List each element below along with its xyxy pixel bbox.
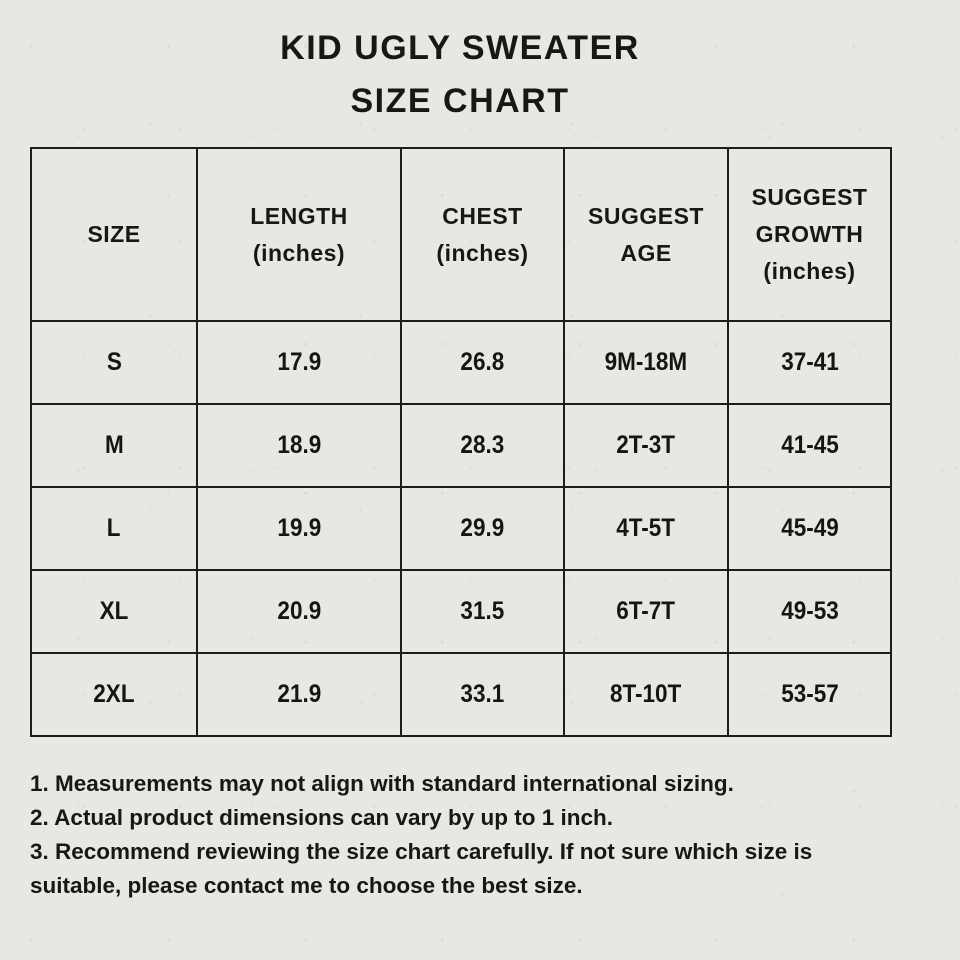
column-header-chest: CHEST (inches): [400, 147, 565, 322]
header-label: SUGGEST: [751, 184, 868, 210]
cell-size: L: [30, 486, 198, 571]
footnote-2: 2. Actual product dimensions can vary by…: [30, 805, 614, 830]
column-header-suggest-age: SUGGEST AGE: [563, 147, 729, 322]
cell-suggest-age: 6T-7T: [563, 569, 729, 654]
header-label: SUGGEST: [588, 202, 704, 229]
cell-suggest-growth: 45-49: [727, 486, 892, 571]
header-label: LENGTH: [250, 202, 348, 229]
header-label: AGE: [620, 239, 672, 266]
table-row-l: L 19.9 29.9 4T-5T 45-49: [30, 486, 892, 571]
cell-length: 21.9: [196, 652, 402, 737]
cell-suggest-growth: 53-57: [727, 652, 892, 737]
title-line-1: KID UGLY SWEATER: [280, 29, 640, 67]
cell-suggest-age: 9M-18M: [563, 320, 729, 405]
cell-size: XL: [30, 569, 198, 654]
cell-suggest-growth: 37-41: [727, 320, 892, 405]
cell-length: 20.9: [196, 569, 402, 654]
cell-suggest-growth: 49-53: [727, 569, 892, 654]
column-header-length: LENGTH (inches): [196, 147, 402, 322]
table-row-s: S 17.9 26.8 9M-18M 37-41: [30, 320, 892, 405]
table-row-2xl: 2XL 21.9 33.1 8T-10T 53-57: [30, 652, 892, 737]
cell-suggest-age: 4T-5T: [563, 486, 729, 571]
cell-length: 18.9: [196, 403, 402, 488]
column-header-suggest-growth: SUGGEST GROWTH (inches): [727, 147, 892, 322]
header-unit: (inches): [763, 258, 856, 284]
cell-chest: 33.1: [400, 652, 565, 737]
cell-length: 19.9: [196, 486, 402, 571]
table-row-xl: XL 20.9 31.5 6T-7T 49-53: [30, 569, 892, 654]
cell-suggest-growth: 41-45: [727, 403, 892, 488]
footnote-1: 1. Measurements may not align with stand…: [30, 771, 734, 796]
column-header-size: SIZE: [30, 147, 198, 322]
cell-chest: 26.8: [400, 320, 565, 405]
cell-chest: 31.5: [400, 569, 565, 654]
cell-size: S: [30, 320, 198, 405]
page-title: KID UGLY SWEATER SIZE CHART: [30, 22, 890, 128]
title-line-2: SIZE CHART: [350, 82, 570, 120]
cell-size: M: [30, 403, 198, 488]
header-label: CHEST: [442, 202, 523, 229]
table-header-row: SIZE LENGTH (inches) CHEST (inches) SUGG…: [30, 147, 892, 322]
cell-suggest-age: 2T-3T: [563, 403, 729, 488]
header-label: SIZE: [87, 221, 141, 247]
size-chart-table: SIZE LENGTH (inches) CHEST (inches) SUGG…: [30, 147, 892, 737]
cell-chest: 28.3: [400, 403, 565, 488]
header-unit: (inches): [436, 239, 529, 266]
cell-chest: 29.9: [400, 486, 565, 571]
footnotes: 1. Measurements may not align with stand…: [30, 767, 875, 903]
header-unit: (inches): [252, 239, 346, 266]
footnote-3: 3. Recommend reviewing the size chart ca…: [30, 839, 813, 898]
cell-length: 17.9: [196, 320, 402, 405]
cell-suggest-age: 8T-10T: [563, 652, 729, 737]
cell-size: 2XL: [30, 652, 198, 737]
header-label: GROWTH: [755, 221, 864, 247]
table-row-m: M 18.9 28.3 2T-3T 41-45: [30, 403, 892, 488]
